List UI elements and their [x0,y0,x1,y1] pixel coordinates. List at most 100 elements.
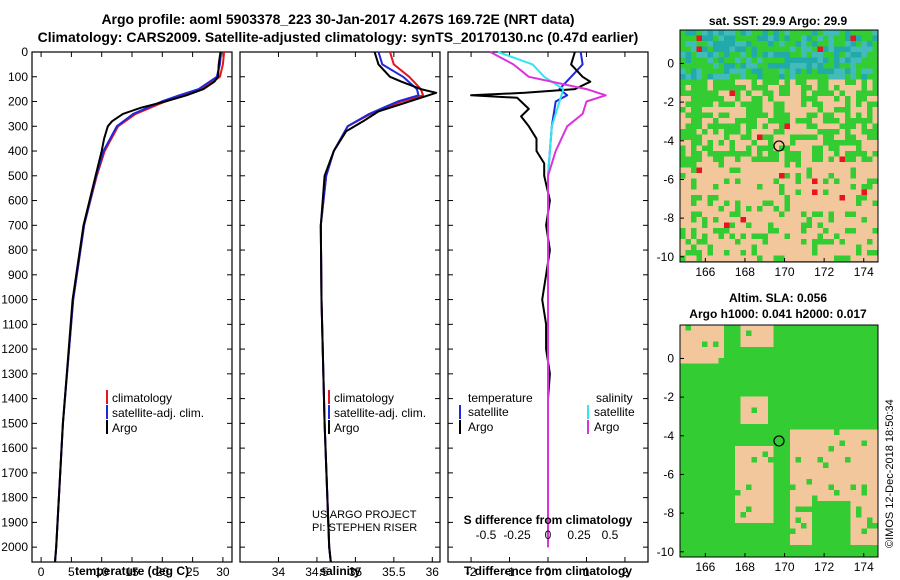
map-cell [828,233,834,239]
map-cell [685,173,691,179]
map-cell [834,156,840,162]
map-cell [795,222,801,228]
map-cell [762,512,768,518]
map-cell [856,52,862,58]
map-cell [856,457,862,463]
map-cell [702,167,708,173]
map-cell [718,35,724,41]
map-cell [713,233,719,239]
map-cell [746,341,752,347]
map-cell [735,101,741,107]
map-cell [823,429,829,435]
map-cell [740,462,746,468]
sla-map: 166 168 170 172 174 0 -2 -4 -6 -8 -10 [657,324,879,574]
map-cell [707,57,713,63]
map-cell [724,167,730,173]
map-cell [713,41,719,47]
map-cell [680,250,686,256]
map-cell [850,451,856,457]
map-cell [867,490,873,496]
map-cell [834,189,840,195]
map-cell [768,41,774,47]
map-cell [751,396,757,402]
map-cell [790,200,796,206]
map-cell [845,178,851,184]
panel-x-ticks: 0 5 10 15 20 25 30 34 34.5 35 35.5 36 -2 -1 0 1 2 [38,52,629,579]
map-cell [839,473,845,479]
map-cell [724,46,730,52]
map-cell [801,156,807,162]
sla-map-title-2: Argo h1000: 0.041 h2000: 0.017 [689,307,867,321]
map-cell [746,407,752,413]
map-cell [801,217,807,223]
map-cell [812,479,818,485]
map-cell [702,336,708,342]
map-cell [790,85,796,91]
map-cell [867,501,873,507]
map-cell [806,156,812,162]
map-cell [779,162,785,168]
map-cell [735,140,741,146]
map-cell [823,200,829,206]
map-cell [850,468,856,474]
map-cell [817,96,823,102]
map-cell [713,145,719,151]
map-cell [790,184,796,190]
map-cell [746,96,752,102]
map-cell [751,129,757,135]
map-cell [762,506,768,512]
map-cell [806,495,812,501]
map-cell [757,79,763,85]
map-cell [746,479,752,485]
x-tick-label: 1 [583,565,590,579]
map-cell [834,74,840,80]
map-cell [724,233,730,239]
map-cell [872,534,878,540]
map-cell [801,451,807,457]
map-cell [757,396,763,402]
map-cell [751,222,757,228]
map-cell [790,222,796,228]
map-cell [757,418,763,424]
map-cell [707,178,713,184]
map-cell [845,206,851,212]
map-cell [768,484,774,490]
imos-credit: ©IMOS 12-Dec-2018 18:50:34 [884,399,896,548]
map-cell [735,244,741,250]
map-cell [839,435,845,441]
map-cell [834,473,840,479]
map-cell [718,217,724,223]
map-cell [751,145,757,151]
map-cell [768,217,774,223]
map-cell [762,495,768,501]
map-cell [845,435,851,441]
map-cell [795,490,801,496]
map-cell [828,495,834,501]
map-cell [839,184,845,190]
map-cell [867,484,873,490]
map-cell [839,217,845,223]
sst-map: 166 168 170 172 174 0 -2 -4 -6 -8 -10 [657,29,879,279]
s-difference-label: S difference from climatology [464,513,633,527]
map-cell [867,173,873,179]
map-cell [828,184,834,190]
map-cell [839,250,845,256]
map-cell [724,35,730,41]
map-cell [680,96,686,102]
map-cell [680,330,686,336]
map-cell [680,244,686,250]
map-cell [768,184,774,190]
map-cell [812,167,818,173]
map-cell [713,52,719,58]
map-cell [867,495,873,501]
map-cell [806,46,812,52]
series-line-temperature-argo [470,51,592,548]
map-cell [806,250,812,256]
map-cell [746,462,752,468]
map-cell [713,173,719,179]
map-cell [718,325,724,331]
map-cell [751,506,757,512]
map-cell [718,336,724,342]
map-cell [707,358,713,364]
x-tick-label: -2 [466,565,477,579]
